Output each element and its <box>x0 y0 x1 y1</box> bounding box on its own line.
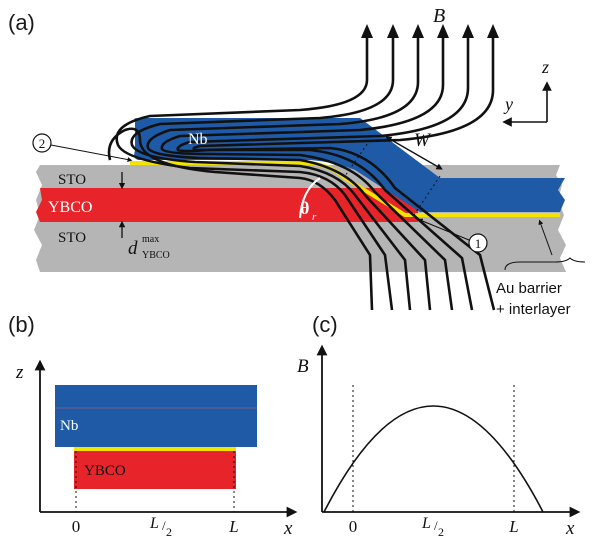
sto-bottom-label: STO <box>58 230 86 246</box>
field-symbol: B <box>433 5 445 27</box>
b-tick-L: L <box>228 517 238 536</box>
marker-1-leader <box>417 218 470 241</box>
angle-symbol: θ <box>300 198 309 218</box>
b-nb-label: Nb <box>60 418 78 434</box>
b-tick-half-slash: / <box>162 518 166 533</box>
width-symbol: W <box>414 130 432 151</box>
barrier-text-2: + interlayer <box>496 301 571 318</box>
z-axis-label: z <box>541 57 549 77</box>
thickness-subscript: YBCO <box>142 250 170 261</box>
b-tick-half-num: L <box>149 515 159 532</box>
b-ybco-block <box>74 451 236 489</box>
thickness-symbol: d <box>128 238 138 259</box>
b-ybco-label: YBCO <box>84 463 126 479</box>
c-tick-0: 0 <box>349 517 358 536</box>
c-tick-half-den: 2 <box>438 525 444 539</box>
y-axis-label: y <box>503 94 513 114</box>
panel-b-label: (b) <box>8 312 35 337</box>
b-tick-0: 0 <box>72 517 81 536</box>
barrier-leader <box>538 219 553 256</box>
b-barrier <box>74 447 236 451</box>
w-guide-right <box>411 175 441 219</box>
nb-label: Nb <box>188 131 208 148</box>
ybco-layer <box>36 188 418 222</box>
b-nb-block <box>55 385 257 447</box>
field-lines <box>107 24 499 311</box>
barrier-brace <box>504 257 586 271</box>
c-tick-half-slash: / <box>434 518 438 533</box>
panel-a: (a) B Nb STO Y <box>8 5 586 318</box>
panel-c-label: (c) <box>312 312 338 337</box>
w-dimension-arrow <box>385 136 443 170</box>
panel-b: (b) z x Nb YBCO 0 L / 2 L <box>8 312 298 539</box>
b-x-label: x <box>283 518 293 539</box>
marker-2-label: 2 <box>39 136 46 151</box>
marker-2-leader <box>50 144 133 162</box>
angle-subscript: r <box>312 211 317 223</box>
barrier-text-1: Au barrier <box>496 280 562 297</box>
angle-arc <box>299 177 321 219</box>
ybco-label: YBCO <box>48 199 92 216</box>
c-tick-half-num: L <box>421 515 431 532</box>
thickness-superscript: max <box>142 234 159 245</box>
c-tick-L: L <box>508 517 518 536</box>
panel-a-label: (a) <box>8 10 35 35</box>
sto-top-label: STO <box>58 172 86 188</box>
marker-1-label: 1 <box>475 236 482 251</box>
marker-1-circle <box>468 233 488 253</box>
b-z-label: z <box>15 362 24 383</box>
marker-2-circle <box>32 133 52 153</box>
panel-c: (c) B x 0 L / 2 L <box>297 312 581 539</box>
c-field-curve <box>323 405 544 513</box>
b-tick-half-den: 2 <box>166 525 172 539</box>
c-x-label: x <box>565 518 575 539</box>
c-y-label: B <box>297 356 309 377</box>
w-guide-left <box>344 139 371 177</box>
